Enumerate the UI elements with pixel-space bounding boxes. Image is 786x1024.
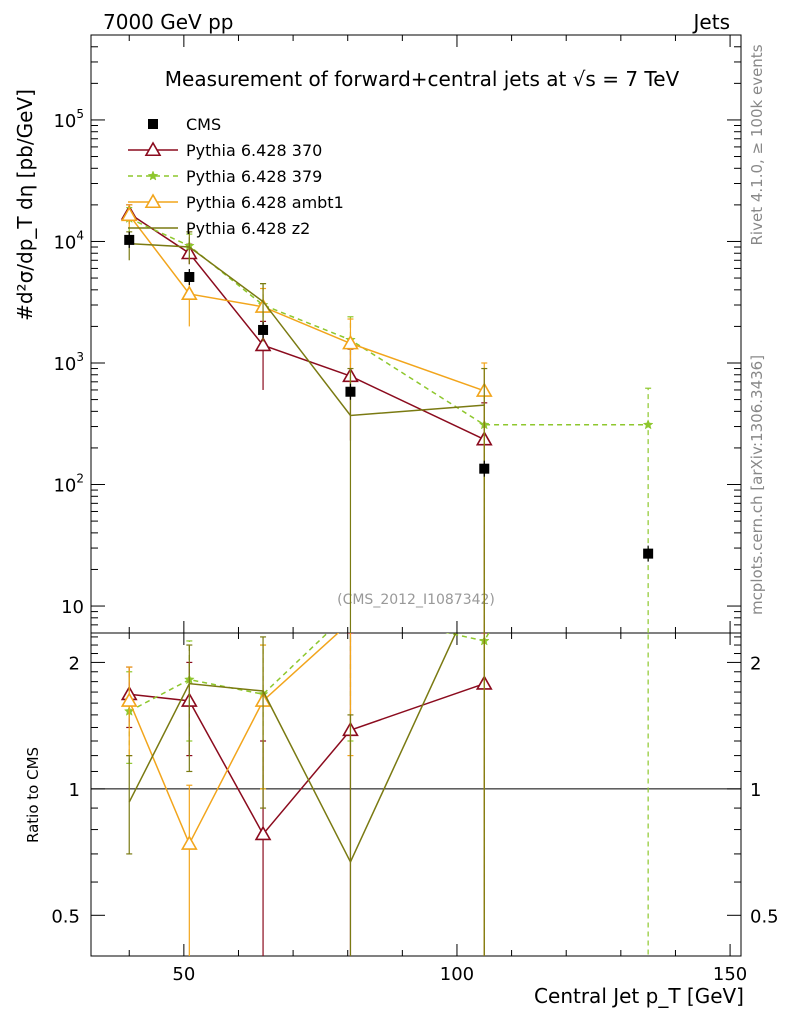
chart-title: Measurement of forward+central jets at √… xyxy=(165,67,680,91)
x-tick-label: 100 xyxy=(440,964,474,985)
x-axis-label: Central Jet p_T [GeV] xyxy=(534,984,744,1008)
x-tick-label: 150 xyxy=(713,964,747,985)
series-point xyxy=(180,285,198,300)
series-3-ratio xyxy=(126,633,485,956)
ratio-axis-ticks: 50 100 150 0.5 0.5 1 1 2 2 xyxy=(51,633,779,985)
y-tick-label: 102 xyxy=(53,472,84,497)
cms-point xyxy=(479,463,490,474)
ratio-point xyxy=(643,346,653,355)
ratio-plot-area xyxy=(91,346,741,956)
series-line xyxy=(128,214,485,392)
legend-label: Pythia 6.428 370 xyxy=(186,141,322,160)
header-right: Jets xyxy=(692,10,730,34)
source-label: mcplots.cern.ch [arXiv:1306.3436] xyxy=(748,355,766,615)
series-point xyxy=(120,206,138,222)
legend-marker-cms xyxy=(148,119,158,129)
ratio-tick-label: 0.5 xyxy=(51,906,80,927)
ratio-tick-label-right: 0.5 xyxy=(750,906,779,927)
cms-point xyxy=(258,324,269,335)
ratio-tick-label-right: 2 xyxy=(750,653,761,674)
cms-point xyxy=(643,548,654,559)
rivet-label: Rivet 4.1.0, ≥ 100k events xyxy=(748,44,766,245)
ratio-point xyxy=(180,835,198,850)
legend-label: Pythia 6.428 379 xyxy=(186,167,322,186)
cms-point xyxy=(184,272,195,283)
legend: CMS Pythia 6.428 370 Pythia 6.428 379 Pythi… xyxy=(128,115,344,238)
legend-label: Pythia 6.428 z2 xyxy=(186,219,310,238)
ratio-line xyxy=(128,633,340,846)
series-line xyxy=(129,242,485,417)
cms-data xyxy=(124,231,654,562)
series-0-ratio xyxy=(120,633,493,956)
legend-label-cms: CMS xyxy=(186,115,221,134)
y-axis-label: #d²σ/dp_T dη [pb/GeV] xyxy=(13,89,37,321)
ratio-plot-frame xyxy=(90,632,742,957)
series-point xyxy=(254,336,272,352)
ratio-line xyxy=(128,633,490,712)
series-point xyxy=(342,334,359,350)
series-1-main xyxy=(123,206,654,633)
analysis-watermark: (CMS_2012_I1087342) xyxy=(337,592,495,608)
main-plot-area xyxy=(120,204,654,633)
header-left: 7000 GeV pp xyxy=(103,10,234,34)
series-line xyxy=(128,217,649,426)
ratio-point xyxy=(120,692,138,707)
series-point xyxy=(642,419,654,430)
y-tick-label: 103 xyxy=(53,350,84,375)
y-tick-label: 10 xyxy=(61,597,84,618)
legend-marker xyxy=(144,193,162,209)
series-0-main xyxy=(120,204,493,633)
main-axis-ticks: 10 102 103 104 105 xyxy=(53,34,741,634)
legend-marker xyxy=(147,170,159,181)
legend-label: Pythia 6.428 ambt1 xyxy=(186,193,344,212)
x-tick-label: 50 xyxy=(172,964,195,985)
series-2-ratio xyxy=(120,633,485,956)
ratio-line xyxy=(128,633,457,864)
series-2-main xyxy=(120,204,493,633)
ratio-axis-label: Ratio to CMS xyxy=(24,747,42,843)
legend-marker xyxy=(144,141,162,157)
y-tick-label: 105 xyxy=(53,107,84,132)
ratio-tick-label: 2 xyxy=(69,653,80,674)
ratio-tick-label-right: 1 xyxy=(750,780,761,801)
cms-point xyxy=(345,386,356,397)
y-tick-label: 104 xyxy=(53,228,84,253)
ratio-tick-label: 1 xyxy=(69,780,80,801)
cms-point xyxy=(124,234,135,245)
ratio-point xyxy=(254,825,272,841)
